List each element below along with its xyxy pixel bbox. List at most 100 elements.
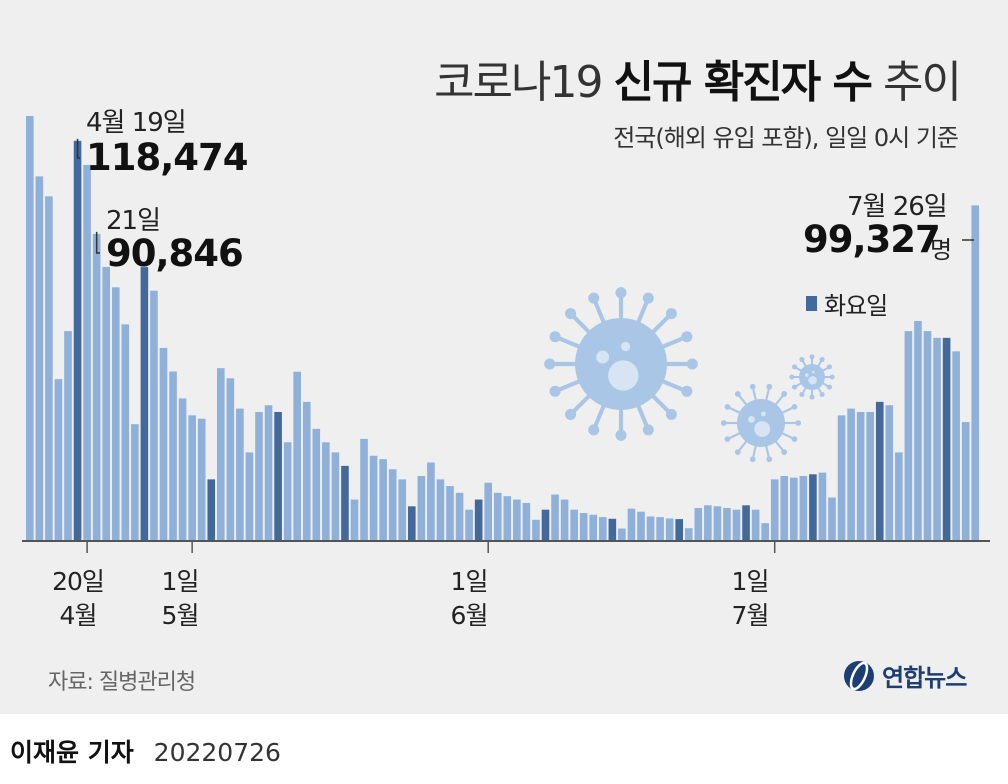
annotation-peak2-date: 21일 bbox=[106, 206, 161, 236]
virus-illustrations bbox=[544, 287, 835, 463]
bar bbox=[790, 477, 798, 540]
bar bbox=[522, 502, 531, 540]
bar bbox=[379, 459, 387, 540]
bar bbox=[427, 462, 435, 540]
title-bold: 신규 확진자 수 bbox=[613, 57, 874, 108]
x-label-day: 1일 bbox=[450, 567, 489, 596]
bar bbox=[121, 324, 130, 540]
bar bbox=[159, 347, 168, 540]
bar bbox=[54, 379, 63, 540]
bar bbox=[484, 482, 492, 540]
bar bbox=[465, 509, 473, 540]
bar bbox=[694, 507, 703, 540]
bar bbox=[264, 405, 273, 540]
bar bbox=[732, 509, 741, 540]
x-label-day: 1일 bbox=[161, 567, 200, 596]
reporter-name: 이재윤 기자 bbox=[10, 738, 134, 767]
yonhap-globe-icon bbox=[844, 660, 874, 691]
bar bbox=[637, 511, 645, 540]
annotation-peak1-date: 4월 19일 bbox=[86, 108, 187, 138]
bar bbox=[627, 508, 636, 540]
bar bbox=[723, 507, 731, 540]
bar bbox=[646, 516, 655, 540]
bar bbox=[446, 486, 454, 540]
virus-icon-small bbox=[789, 354, 835, 400]
bar bbox=[102, 266, 110, 540]
annotation-peak1-value: 118,474 bbox=[86, 136, 249, 179]
bar-tuesday bbox=[474, 499, 483, 540]
bar bbox=[579, 513, 588, 540]
bar bbox=[245, 452, 254, 540]
x-label-day: 20일 bbox=[52, 567, 105, 596]
title-suffix: 추이 bbox=[883, 57, 962, 108]
bar bbox=[761, 523, 769, 540]
bar bbox=[618, 528, 626, 540]
bar bbox=[780, 475, 789, 540]
bar bbox=[856, 411, 865, 540]
legend: 화요일 bbox=[806, 286, 888, 321]
bar bbox=[665, 518, 674, 540]
bar bbox=[197, 418, 206, 540]
bar bbox=[322, 442, 330, 540]
x-label-month: 7월 bbox=[731, 601, 770, 630]
bar bbox=[369, 455, 378, 540]
bar bbox=[111, 287, 120, 540]
legend-swatch bbox=[806, 296, 817, 311]
bar bbox=[799, 475, 808, 540]
bar bbox=[45, 196, 53, 540]
bar bbox=[551, 494, 559, 540]
bar bbox=[961, 422, 970, 540]
bar bbox=[770, 479, 779, 540]
chart-subtitle: 전국(해외 유입 포함), 일일 0시 기준 bbox=[613, 124, 959, 152]
yonhap-logo: 연합뉴스 bbox=[842, 658, 967, 693]
bar bbox=[226, 378, 235, 540]
leader-line bbox=[76, 138, 80, 159]
bar-tuesday bbox=[742, 505, 750, 540]
bar-series bbox=[26, 116, 980, 541]
bar-tuesday bbox=[541, 509, 550, 540]
annotation-peak2-value: 90,846 bbox=[106, 232, 244, 275]
bar bbox=[293, 371, 301, 540]
bar bbox=[933, 337, 941, 540]
bar bbox=[713, 506, 722, 540]
bar bbox=[570, 509, 578, 540]
bar bbox=[493, 492, 502, 540]
chart-svg bbox=[22, 116, 990, 553]
bar bbox=[847, 408, 855, 540]
bar bbox=[92, 233, 101, 541]
bar-tuesday bbox=[408, 506, 416, 540]
bar bbox=[684, 528, 693, 540]
virus-icon-large bbox=[544, 287, 698, 441]
bar bbox=[904, 331, 913, 540]
virus-icon-medium bbox=[720, 383, 802, 463]
legend-label: 화요일 bbox=[824, 292, 888, 320]
source-note: 자료: 질병관리청 bbox=[48, 670, 196, 695]
bar bbox=[360, 438, 368, 540]
bar bbox=[818, 472, 827, 540]
bar bbox=[236, 408, 244, 540]
bar bbox=[532, 519, 540, 540]
bar bbox=[704, 505, 712, 540]
bar bbox=[503, 496, 512, 540]
x-label-may1: 1일 5월 bbox=[161, 565, 200, 633]
logo-text: 연합뉴스 bbox=[882, 664, 967, 692]
bar bbox=[923, 331, 932, 540]
bar-tuesday bbox=[207, 479, 216, 540]
bar bbox=[436, 479, 445, 540]
infographic-card: 코로나19 신규 확진자 수 추이 전국(해외 유입 포함), 일일 0시 기준… bbox=[0, 0, 1008, 714]
bar bbox=[599, 517, 607, 540]
title-prefix: 코로나19 bbox=[434, 57, 603, 108]
bar bbox=[26, 116, 34, 540]
bar bbox=[255, 411, 263, 540]
bar bbox=[895, 452, 903, 540]
bar-tuesday bbox=[608, 518, 617, 540]
publish-date: 20220726 bbox=[153, 738, 281, 767]
bar bbox=[350, 499, 359, 540]
bar-tuesday bbox=[875, 401, 884, 540]
annotation-latest-unit: 명 bbox=[930, 236, 953, 264]
bar bbox=[178, 398, 187, 540]
bar bbox=[560, 499, 569, 540]
bar bbox=[188, 415, 196, 540]
bar bbox=[971, 205, 980, 540]
bar bbox=[751, 509, 760, 540]
